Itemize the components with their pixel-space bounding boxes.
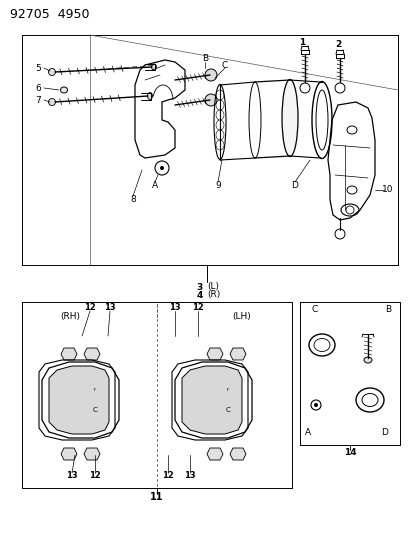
- Polygon shape: [206, 448, 223, 460]
- Text: C: C: [225, 407, 230, 413]
- Text: C: C: [221, 61, 228, 69]
- Polygon shape: [84, 348, 100, 360]
- Text: 11: 11: [150, 492, 164, 502]
- Text: (R): (R): [206, 290, 220, 300]
- Text: 3: 3: [196, 282, 202, 292]
- Circle shape: [204, 69, 216, 81]
- Polygon shape: [49, 366, 109, 434]
- Circle shape: [48, 69, 55, 76]
- Text: B: B: [202, 53, 208, 62]
- Text: 10: 10: [381, 185, 393, 195]
- Text: A: A: [152, 181, 158, 190]
- Ellipse shape: [60, 87, 67, 93]
- Text: 1: 1: [298, 37, 304, 46]
- Text: 12: 12: [89, 472, 101, 481]
- Text: 5: 5: [35, 63, 41, 72]
- Text: (L): (L): [206, 282, 218, 292]
- Polygon shape: [61, 448, 77, 460]
- Text: D: D: [381, 429, 387, 438]
- Text: 9: 9: [215, 181, 221, 190]
- Text: A: A: [304, 429, 310, 438]
- Polygon shape: [230, 348, 245, 360]
- Text: 2: 2: [334, 39, 340, 49]
- Text: C: C: [93, 407, 97, 413]
- Text: 12: 12: [162, 472, 173, 481]
- Circle shape: [204, 94, 216, 106]
- Ellipse shape: [281, 79, 297, 157]
- Text: 12: 12: [84, 303, 96, 312]
- Text: 12: 12: [192, 303, 203, 312]
- Circle shape: [313, 403, 317, 407]
- Text: 6: 6: [35, 84, 41, 93]
- Text: D: D: [291, 181, 298, 190]
- Text: 13: 13: [104, 303, 116, 312]
- Text: 7: 7: [35, 95, 41, 104]
- Text: r: r: [226, 387, 228, 392]
- Ellipse shape: [363, 357, 371, 363]
- Text: 13: 13: [184, 472, 195, 481]
- Text: (RH): (RH): [60, 311, 80, 320]
- Polygon shape: [61, 348, 77, 360]
- Text: B: B: [384, 305, 390, 314]
- Ellipse shape: [147, 93, 152, 100]
- Text: 4: 4: [196, 290, 202, 300]
- Text: C: C: [311, 305, 317, 314]
- Text: 14: 14: [343, 448, 356, 457]
- Polygon shape: [206, 348, 223, 360]
- Circle shape: [48, 99, 55, 106]
- Text: 13: 13: [66, 472, 78, 481]
- Ellipse shape: [151, 64, 156, 70]
- Text: 13: 13: [169, 303, 180, 312]
- Polygon shape: [230, 448, 245, 460]
- Circle shape: [159, 166, 164, 170]
- Polygon shape: [84, 448, 100, 460]
- Text: 92705  4950: 92705 4950: [10, 7, 90, 20]
- Polygon shape: [182, 366, 242, 434]
- Text: r: r: [94, 387, 96, 392]
- Text: (LH): (LH): [231, 311, 250, 320]
- Text: 8: 8: [130, 196, 135, 205]
